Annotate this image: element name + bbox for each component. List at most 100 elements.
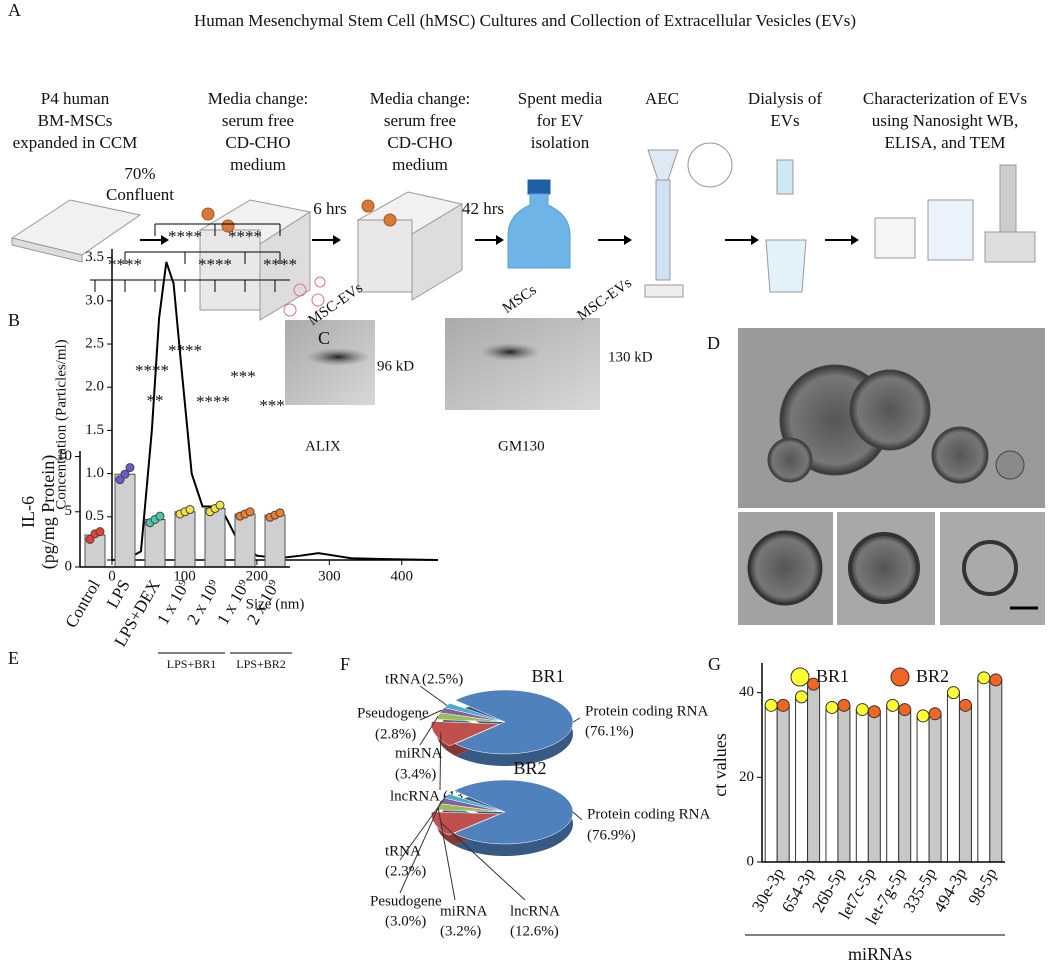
- bar: [898, 709, 912, 863]
- bar: [264, 514, 286, 568]
- y-tick-label: 5: [65, 503, 73, 519]
- panel-label: B: [8, 310, 20, 330]
- panel-label: C: [318, 328, 330, 348]
- slice-name: tRNA: [385, 671, 421, 687]
- bar: [855, 709, 869, 863]
- x-axis-label: miRNAs: [848, 944, 912, 964]
- bar: [795, 696, 809, 863]
- y-tick-label: 3.5: [85, 249, 104, 265]
- replicate-dot: [125, 463, 135, 473]
- flask-stack: [198, 199, 312, 321]
- step-label: using Nanosight WB,: [872, 111, 1019, 130]
- step-label: ELISA, and TEM: [884, 133, 1005, 152]
- cells: [283, 276, 326, 317]
- significance-label: ***: [230, 367, 256, 386]
- step-label: CD-CHO: [225, 133, 290, 152]
- leader-line: [572, 811, 583, 821]
- panel-a-art: [10, 142, 1036, 321]
- y-tick-label: 20: [739, 769, 754, 785]
- y-tick-label: 10: [57, 448, 72, 464]
- leader-line: [572, 717, 581, 723]
- replicate-dot: [155, 511, 165, 521]
- interval-label: 6 hrs: [313, 199, 347, 218]
- bottle: [507, 179, 571, 269]
- dialysis: [765, 159, 807, 293]
- pie-slice: [431, 721, 500, 747]
- flask-stack: [356, 191, 464, 301]
- step-label: Media change:: [208, 89, 309, 108]
- y-axis-label: ct values: [710, 733, 730, 796]
- slice-value-label: (2.5%): [422, 671, 463, 687]
- legend-label: BR1: [816, 666, 849, 686]
- bar: [234, 513, 256, 568]
- panel-label: A: [8, 0, 21, 20]
- bar: [776, 704, 790, 863]
- slice-name: miRNA: [395, 745, 443, 761]
- panel-title: Human Mesenchymal Stem Cell (hMSC) Cultu…: [194, 11, 856, 30]
- lane-label: MSCs: [500, 282, 540, 317]
- pie-title: BR1: [531, 666, 564, 686]
- bar: [764, 704, 778, 863]
- slice-value-label: (2.3%): [385, 863, 426, 879]
- y-tick-label: 0.5: [85, 508, 104, 524]
- x-tick-label: 100: [173, 568, 196, 584]
- slice-value-label: (76.1%): [585, 723, 634, 739]
- replicate-dot: [855, 703, 869, 717]
- leader-line: [399, 795, 447, 861]
- y-tick-label: 3.0: [85, 292, 104, 308]
- bar: [867, 711, 881, 863]
- protein-label: ALIX: [305, 438, 341, 454]
- interval-label: Confluent: [106, 185, 174, 204]
- comparison-label: ****: [168, 227, 202, 246]
- slice-name: Pseudogene: [357, 705, 429, 721]
- step-label: CD-CHO: [387, 133, 452, 152]
- replicate-dot: [85, 534, 95, 544]
- replicate-dot: [764, 698, 778, 712]
- step-label: Characterization of EVs: [863, 89, 1027, 108]
- y-tick-label: 0: [747, 853, 755, 869]
- slice-value-label: (2.8%): [375, 726, 416, 742]
- x-tick-label: 400: [391, 568, 414, 584]
- replicate-dot: [928, 707, 942, 721]
- replicate-dot: [245, 507, 255, 517]
- replicate-dot: [776, 698, 790, 712]
- replicate-dot: [989, 673, 1003, 687]
- x-tick-label: 200: [246, 568, 269, 584]
- comparison-label: ****: [228, 227, 262, 246]
- step-label: expanded in CCM: [13, 133, 138, 152]
- replicate-dot: [215, 500, 225, 510]
- arrow-head: [851, 235, 859, 245]
- leader-line: [419, 715, 439, 746]
- panel-label: E: [8, 648, 19, 668]
- panel-label: D: [707, 333, 720, 353]
- step-label: Media change:: [370, 89, 471, 108]
- leader-line: [439, 732, 442, 791]
- replicate-dot: [898, 703, 912, 717]
- protein-label: GM130: [498, 438, 545, 454]
- legend-label: BR2: [916, 666, 949, 686]
- instruments: [874, 164, 1036, 263]
- y-tick-label: 2.5: [85, 335, 104, 351]
- bar: [837, 704, 851, 863]
- bar: [807, 683, 821, 863]
- step-label: medium: [230, 155, 286, 174]
- slice-name: Pesudogene: [370, 893, 442, 909]
- arrow-head: [751, 235, 759, 245]
- y-tick-label: 2.0: [85, 379, 104, 395]
- legend-swatch: [890, 667, 910, 687]
- leader-line: [399, 800, 442, 894]
- slice-value-label: (3.4%): [395, 766, 436, 782]
- replicate-dot: [977, 671, 991, 685]
- replicate-dot: [837, 698, 851, 712]
- step-label: serum free: [384, 111, 456, 130]
- leader-line: [419, 685, 448, 706]
- y-tick-label: 0: [65, 558, 73, 574]
- x-tick-label: Control: [61, 576, 104, 631]
- step-label: medium: [392, 155, 448, 174]
- step-label: AEC: [645, 89, 679, 108]
- y-axis-label: IL-6: [18, 496, 38, 528]
- slice-value-label: (12.6%): [510, 923, 559, 939]
- group-label: LPS+BR1: [167, 657, 216, 671]
- panel-label: G: [708, 654, 721, 674]
- comparison-label: ****: [108, 255, 142, 274]
